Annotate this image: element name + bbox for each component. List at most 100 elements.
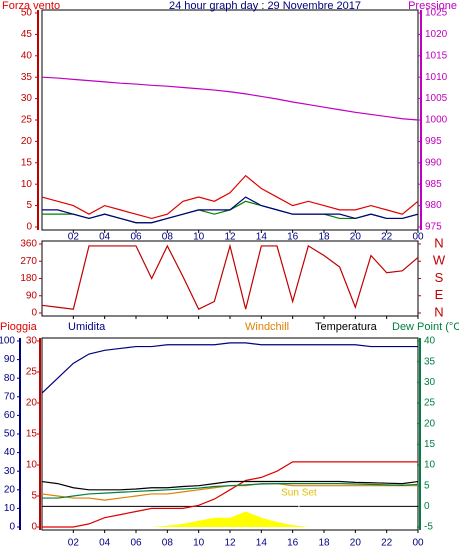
x-tick-label: 18 [318, 232, 330, 243]
tick-label: 990 [425, 157, 442, 168]
x-tick-label: 18 [318, 538, 330, 549]
tick-label: 50 [4, 429, 16, 440]
x-tick-label: 20 [350, 538, 362, 549]
legend-label: Umidita [68, 321, 106, 333]
tick-label: 995 [425, 136, 442, 147]
line [41, 480, 419, 491]
legend-label: Windchill [245, 321, 289, 333]
legend-label: Pressione [408, 0, 457, 12]
x-tick-label: 04 [99, 538, 111, 549]
tick-label: 70 [4, 391, 16, 402]
tick-label: W [433, 253, 446, 268]
x-tick-label: 08 [162, 538, 174, 549]
x-tick-label: 02 [68, 232, 80, 243]
x-tick-label: 06 [130, 232, 142, 243]
x-tick-label: 06 [130, 538, 142, 549]
plot-area [41, 240, 419, 317]
line [41, 342, 418, 394]
tick-label: 45 [21, 29, 33, 40]
x-tick-label: 12 [224, 538, 236, 549]
x-tick-label: 00 [412, 538, 424, 549]
line [42, 196, 419, 224]
line [41, 76, 419, 121]
tick-label: 40 [424, 336, 436, 347]
x-tick-label: 12 [224, 232, 236, 243]
tick-label: 10 [4, 503, 16, 514]
tick-label: 40 [21, 50, 33, 61]
plot-area [41, 9, 419, 231]
tick-label: 90 [4, 354, 16, 365]
tick-label: 60 [4, 410, 16, 421]
tick-label: 1020 [425, 29, 448, 40]
tick-label: 0 [31, 308, 37, 319]
tick-label: 20 [424, 418, 436, 429]
tick-label: 980 [425, 200, 442, 211]
chart-title: 24 hour graph day : 29 Novembre 2017 [169, 0, 361, 12]
tick-label: 1015 [425, 50, 448, 61]
tick-label: S [435, 270, 444, 285]
tick-label: 0 [9, 522, 15, 533]
tick-label: 25 [424, 398, 436, 409]
tick-label: 5 [424, 480, 430, 491]
tick-label: 0 [31, 522, 37, 533]
tick-label: 10 [21, 179, 33, 190]
tick-label: E [435, 287, 444, 302]
tick-label: 35 [21, 72, 33, 83]
tick-label: 1025 [425, 8, 448, 19]
tick-label: 30 [21, 93, 33, 104]
tick-label: 15 [424, 439, 436, 450]
tick-label: -5 [424, 522, 433, 533]
tick-label: N [434, 235, 443, 250]
tick-label: 90 [26, 290, 38, 301]
tick-label: 10 [424, 460, 436, 471]
area [42, 511, 418, 527]
tick-label: 5 [26, 200, 32, 211]
legend-label: Temperatura [315, 321, 378, 333]
tick-label: 270 [20, 256, 37, 267]
tick-label: 0 [424, 501, 430, 512]
tick-label: 15 [21, 157, 33, 168]
tick-label: 80 [4, 373, 16, 384]
x-tick-label: 00 [412, 232, 424, 243]
tick-label: 985 [425, 179, 442, 190]
tick-label: 25 [26, 367, 38, 378]
x-tick-label: 22 [381, 232, 393, 243]
tick-label: 20 [21, 136, 33, 147]
x-tick-label: 02 [68, 538, 80, 549]
tick-label: 180 [20, 273, 37, 284]
tick-label: 25 [21, 115, 33, 126]
x-tick-label: 20 [350, 232, 362, 243]
tick-label: N [434, 304, 443, 319]
line [42, 483, 419, 499]
x-tick-label: 14 [256, 232, 268, 243]
line [41, 243, 419, 310]
x-tick-label: 04 [99, 232, 111, 243]
tick-label: 1005 [425, 93, 448, 104]
legend-label: Forza vento [2, 0, 60, 12]
tick-label: 1000 [425, 115, 448, 126]
plot-area [41, 337, 419, 531]
line [41, 174, 419, 220]
x-tick-label: 16 [287, 538, 299, 549]
annotation: Sun Set [281, 488, 317, 499]
tick-label: 30 [424, 377, 436, 388]
x-tick-label: 16 [287, 232, 299, 243]
tick-label: 0 [26, 222, 32, 233]
x-tick-label: 22 [381, 538, 393, 549]
tick-label: 5 [31, 491, 37, 502]
line [42, 461, 418, 528]
tick-label: 975 [425, 222, 442, 233]
x-tick-label: 10 [193, 232, 205, 243]
x-tick-label: 08 [162, 232, 174, 243]
legend-label: Dew Point (°C [392, 321, 459, 333]
tick-label: 10 [26, 460, 38, 471]
tick-label: 100 [0, 336, 15, 347]
tick-label: 30 [4, 466, 16, 477]
tick-label: 30 [26, 336, 38, 347]
tick-label: 40 [4, 447, 16, 458]
tick-label: 1010 [425, 72, 448, 83]
tick-label: 50 [21, 8, 33, 19]
tick-label: 15 [26, 429, 38, 440]
tick-label: 20 [4, 484, 16, 495]
